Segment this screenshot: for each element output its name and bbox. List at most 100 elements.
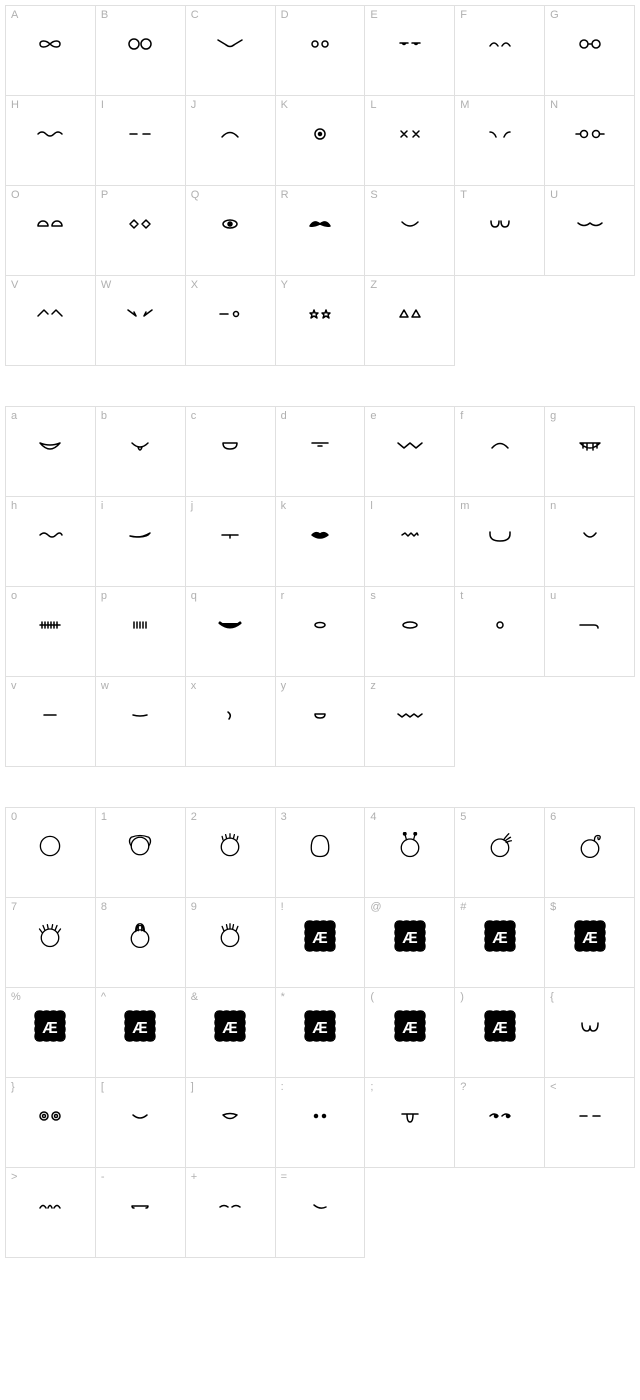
glyph-mouth-flat-under (300, 425, 340, 465)
charmap-cell: ; (365, 1078, 455, 1168)
cell-label: m (460, 500, 469, 512)
charmap-cell: 8 (96, 898, 186, 988)
glyph-block-ae: Æ (210, 1006, 250, 1046)
empty-cell (455, 276, 545, 366)
cell-label: v (11, 680, 17, 692)
glyph-eyes-xx (390, 114, 430, 154)
charmap-cell: h (6, 497, 96, 587)
charmap-cell: K (276, 96, 366, 186)
cell-label: ] (191, 1081, 194, 1093)
glyph-head-swirl (570, 826, 610, 866)
charmap-cell: [ (96, 1078, 186, 1168)
empty-cell (545, 1168, 635, 1258)
charmap-cell: R (276, 186, 366, 276)
charmap-cell: 5 (455, 808, 545, 898)
cell-label: 7 (11, 901, 17, 913)
charmap-cell: L (365, 96, 455, 186)
cell-label: n (550, 500, 556, 512)
glyph-block-ae: Æ (300, 916, 340, 956)
cell-label: ^ (101, 991, 106, 1003)
cell-label: - (101, 1171, 105, 1183)
glyph-head-lashes-top (210, 916, 250, 956)
charmap-cell: T (455, 186, 545, 276)
cell-label: < (550, 1081, 556, 1093)
charmap-cell: s (365, 587, 455, 677)
charmap-cell: j (186, 497, 276, 587)
glyph-eyes-arches (480, 24, 520, 64)
cell-label: W (101, 279, 111, 291)
glyph-misc-curve (300, 1186, 340, 1226)
charmap-cell: O (6, 186, 96, 276)
charmap-cell: = (276, 1168, 366, 1258)
charmap-cell: I (96, 96, 186, 186)
glyph-eyes-dot-ring (300, 114, 340, 154)
charmap-cell: y (276, 677, 366, 767)
cell-label: E (370, 9, 377, 21)
glyph-eyes-halves (30, 204, 70, 244)
svg-text:Æ: Æ (492, 1020, 507, 1037)
charmap-cell: G (545, 6, 635, 96)
cell-label: 9 (191, 901, 197, 913)
cell-label: + (191, 1171, 197, 1183)
glyph-misc-eyes-swirl (30, 1096, 70, 1136)
charmap-cell: #Æ (455, 898, 545, 988)
cell-label: O (11, 189, 20, 201)
cell-label: & (191, 991, 198, 1003)
charmap-cell: r (276, 587, 366, 677)
charmap-cell: f (455, 407, 545, 497)
cell-label: 6 (550, 811, 556, 823)
charmap-cell: Z (365, 276, 455, 366)
cell-label: w (101, 680, 109, 692)
cell-label: t (460, 590, 463, 602)
glyph-eyes-cateye (300, 204, 340, 244)
cell-label: L (370, 99, 376, 111)
cell-label: l (370, 500, 372, 512)
charmap-cell: z (365, 677, 455, 767)
glyph-eyes-brows-up (30, 294, 70, 334)
svg-text:Æ: Æ (312, 930, 327, 947)
charmap-cell: U (545, 186, 635, 276)
svg-text:Æ: Æ (402, 930, 417, 947)
glyph-mouth-smile-open (30, 425, 70, 465)
charmap-cell: !Æ (276, 898, 366, 988)
charmap-cell: C (186, 6, 276, 96)
svg-text:Æ: Æ (492, 930, 507, 947)
glyph-mouth-o-small (480, 605, 520, 645)
glyph-misc-flat-wide (120, 1186, 160, 1226)
cell-label: p (101, 590, 107, 602)
charmap-cell: D (276, 6, 366, 96)
glyph-eyes-brows-angry (120, 294, 160, 334)
cell-label: F (460, 9, 467, 21)
charmap-cell: - (96, 1168, 186, 1258)
charmap-cell: $Æ (545, 898, 635, 988)
glyph-eyes-sleepy-lids (390, 24, 430, 64)
cell-label: > (11, 1171, 17, 1183)
glyph-mouth-u-wide (480, 515, 520, 555)
glyph-misc-mm-thin (210, 1186, 250, 1226)
charmap-cell: p (96, 587, 186, 677)
glyph-head-tuft (480, 826, 520, 866)
glyph-mouth-flat-bulge (570, 605, 610, 645)
charmap-cell: )Æ (455, 988, 545, 1078)
glyph-eyes-diamonds (120, 204, 160, 244)
charmap-cell: *Æ (276, 988, 366, 1078)
cell-label: k (281, 500, 287, 512)
glyph-mouth-dash-curve (120, 695, 160, 735)
cell-label: u (550, 590, 556, 602)
charmap-cell: m (455, 497, 545, 587)
cell-label: H (11, 99, 19, 111)
empty-cell (455, 677, 545, 767)
cell-label: 4 (370, 811, 376, 823)
charmap-cell: P (96, 186, 186, 276)
cell-label: 0 (11, 811, 17, 823)
charmap-section-uppercase: ABCDEFGHIJKLMNOPQRSTUVWXYZ (5, 5, 635, 366)
glyph-eyes-dash-dot (210, 294, 250, 334)
svg-text:Æ: Æ (222, 1020, 237, 1037)
cell-label: P (101, 189, 108, 201)
charmap-cell: %Æ (6, 988, 96, 1078)
glyph-block-ae: Æ (120, 1006, 160, 1046)
cell-label: X (191, 279, 198, 291)
charmap-cell: > (6, 1168, 96, 1258)
glyph-mouth-zigzag-wide (390, 695, 430, 735)
cell-label: o (11, 590, 17, 602)
